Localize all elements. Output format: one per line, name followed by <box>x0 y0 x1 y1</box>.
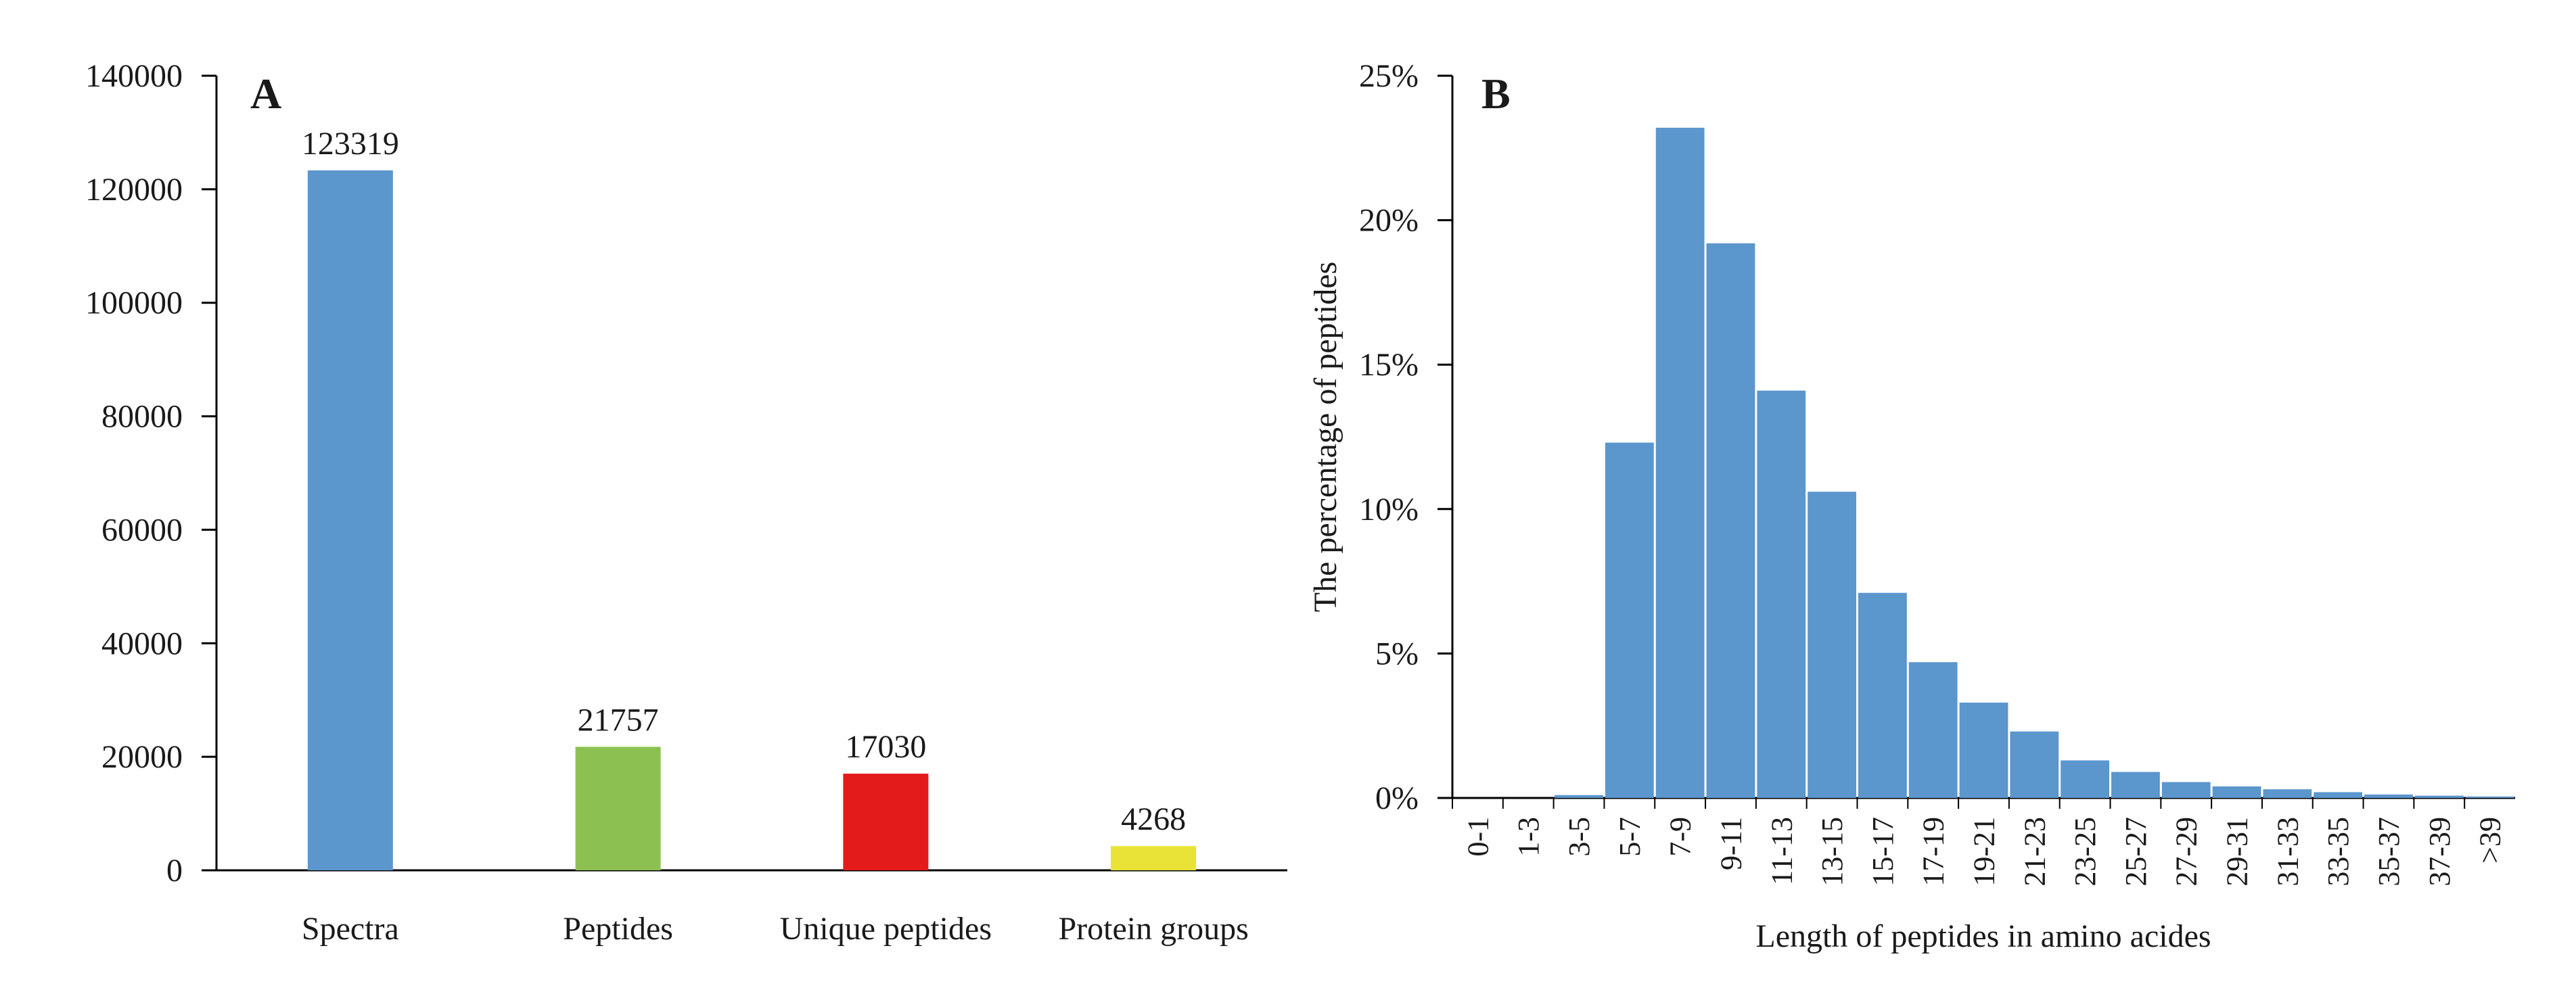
panel-b-bar <box>1959 703 2008 798</box>
panel-a-category-label: Spectra <box>302 911 399 947</box>
panel-a-category-label: Protein groups <box>1058 911 1248 947</box>
panel-a: A 0 20000 40000 60000 80000 100000 120000 14000… <box>85 58 1287 947</box>
panel-b-category-label: 31-33 <box>2271 817 2304 887</box>
panel-b-bar <box>1808 492 1856 798</box>
panel-a-value-label: 17030 <box>845 729 926 765</box>
panel-b-category-label: 25-27 <box>2119 817 2153 887</box>
panel-b-y-tick-label: 20% <box>1359 203 1419 239</box>
panel-b-label: B <box>1481 70 1511 118</box>
panel-b-category-label: 7-9 <box>1664 817 1697 857</box>
panel-a-y-tick-label: 120000 <box>85 172 183 208</box>
panel-a-bar <box>1111 846 1197 870</box>
panel-b: B 0% 5% 10% 15% 20% 25% 0-1 1-3 3-5 5-7 7-9 9-11 11… <box>1308 58 2515 954</box>
panel-b-y-tick-label: 25% <box>1359 58 1419 94</box>
panel-b-y-tick-label: 15% <box>1359 347 1419 383</box>
panel-b-category-label: 21-23 <box>2018 817 2051 887</box>
panel-b-bar <box>2061 760 2110 798</box>
panel-b-bar <box>1706 243 1755 798</box>
panel-b-bar <box>1555 795 1603 798</box>
panel-a-y-tick-label: 140000 <box>85 58 183 94</box>
panel-a-y-tick-label: 40000 <box>101 626 183 661</box>
panel-a-y-tick-label: 0 <box>166 853 183 889</box>
panel-a-bar <box>307 170 393 871</box>
panel-b-bar <box>2263 789 2312 798</box>
panel-b-category-label: 33-35 <box>2322 817 2355 887</box>
panel-a-value-label: 123319 <box>302 126 399 162</box>
panel-b-category-label: 9-11 <box>1714 817 1747 870</box>
panel-b-y-tick-label: 5% <box>1375 636 1419 671</box>
panel-b-category-label: 27-29 <box>2170 817 2203 887</box>
panel-a-value-label: 21757 <box>578 702 659 738</box>
panel-b-category-label: 1-3 <box>1512 817 1545 857</box>
panel-b-y-tick-label: 0% <box>1375 780 1419 816</box>
panel-b-category-label: 17-19 <box>1917 817 1950 887</box>
panel-b-category-label: 5-7 <box>1613 817 1647 857</box>
panel-b-category-label: 35-37 <box>2372 817 2406 887</box>
panel-b-category-label: 13-15 <box>1816 817 1849 887</box>
panel-b-category-label: 11-13 <box>1765 817 1798 885</box>
panel-b-bar <box>2465 796 2514 798</box>
panel-b-category-label: 15-17 <box>1866 817 1900 887</box>
panel-a-bar <box>575 747 661 870</box>
panel-a-value-label: 4268 <box>1121 801 1186 837</box>
panel-b-bar <box>1757 390 1806 798</box>
panel-b-category-label: >39 <box>2474 817 2507 864</box>
panel-a-y-tick-label: 80000 <box>101 399 183 435</box>
panel-b-bar <box>2111 772 2160 798</box>
panel-b-bar <box>1908 662 1958 798</box>
panel-a-y-tick-label: 20000 <box>101 739 183 775</box>
panel-b-bar <box>1858 592 1907 798</box>
panel-b-xlabel: Length of peptides in amino acides <box>1755 918 2211 954</box>
panel-a-y-tick-label: 60000 <box>101 512 183 548</box>
panel-b-ylabel: The percentage of peptides <box>1308 262 1343 612</box>
panel-a-label: A <box>250 70 281 118</box>
panel-b-bar <box>2364 794 2413 798</box>
panel-b-category-label: 23-25 <box>2069 817 2102 887</box>
panel-b-bar <box>2161 782 2211 798</box>
panel-b-category-label: 19-21 <box>1968 817 2001 887</box>
panel-b-bar <box>1605 442 1654 798</box>
panel-a-category-label: Peptides <box>563 911 673 947</box>
panel-b-bar <box>2414 795 2464 798</box>
panel-b-bar <box>2212 786 2261 798</box>
panel-a-y-tick-label: 100000 <box>85 285 183 321</box>
panel-b-category-label: 0-1 <box>1461 817 1494 857</box>
panel-b-y-tick-label: 10% <box>1359 492 1419 527</box>
panel-b-bar <box>1655 127 1705 798</box>
panel-b-category-label: 3-5 <box>1563 817 1596 857</box>
panel-a-bar <box>843 774 929 870</box>
panel-b-category-label: 29-31 <box>2221 817 2254 887</box>
panel-a-category-label: Unique peptides <box>780 911 992 947</box>
panel-b-category-label: 37-39 <box>2423 817 2456 887</box>
panel-b-bar <box>2010 731 2059 798</box>
panel-b-bar <box>2314 792 2363 798</box>
